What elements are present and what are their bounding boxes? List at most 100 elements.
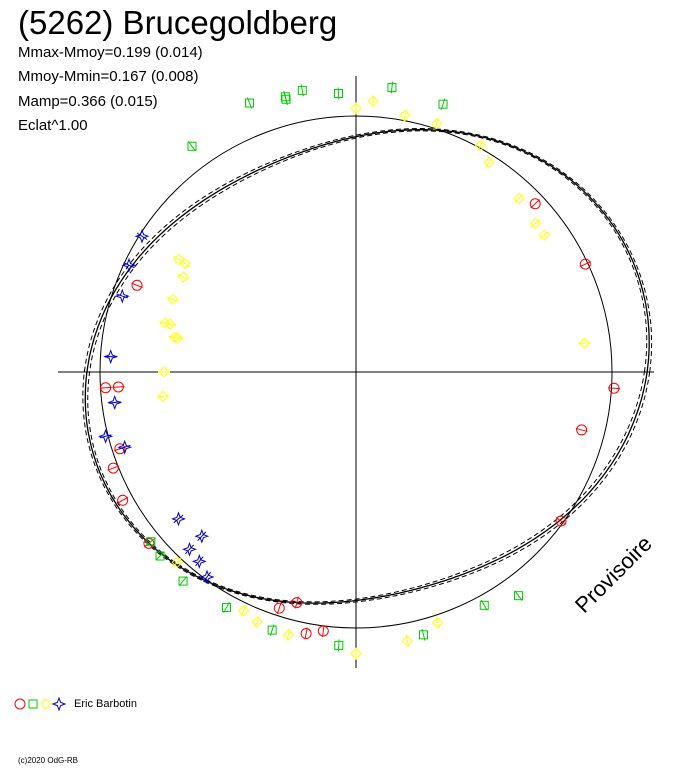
data-point-square-8 xyxy=(514,591,524,601)
error-bar-diamond-13 xyxy=(514,193,524,204)
data-point-diamond-24 xyxy=(350,647,362,660)
data-point-square-5 xyxy=(334,640,344,650)
data-point-diamond-16 xyxy=(430,117,443,130)
data-point-square-16 xyxy=(297,85,307,95)
error-bar-square-12 xyxy=(188,141,196,152)
data-point-circle-15 xyxy=(555,515,567,527)
data-point-diamond-1 xyxy=(179,257,191,270)
data-point-square-12 xyxy=(187,141,197,151)
data-marks xyxy=(98,81,621,660)
error-bar-circle-3 xyxy=(575,427,588,432)
reference-circle xyxy=(99,115,613,629)
error-bar-circle-10 xyxy=(117,496,129,504)
chart-title: (5262) Brucegoldberg xyxy=(18,4,338,41)
error-bar-diamond-19 xyxy=(372,95,374,108)
data-point-circle-3 xyxy=(576,424,588,436)
fitted-curves xyxy=(82,127,653,605)
error-bar-circle-2 xyxy=(530,199,540,209)
data-point-circle-12 xyxy=(317,625,329,637)
error-bar-diamond-14 xyxy=(485,157,493,168)
data-point-square-3 xyxy=(222,603,232,613)
error-bar-star-4 xyxy=(197,531,207,541)
error-bar-circle-14 xyxy=(608,387,621,390)
data-point-diamond-13 xyxy=(513,192,525,205)
fit-curve-main xyxy=(84,129,650,604)
data-point-star-5 xyxy=(98,428,114,444)
error-bar-diamond-11 xyxy=(539,231,550,240)
fit-curve-lower xyxy=(87,130,648,603)
error-bar-circle-0 xyxy=(579,261,591,268)
error-bar-star-3 xyxy=(173,514,184,524)
data-point-square-13 xyxy=(280,92,290,102)
data-point-square-4 xyxy=(267,625,277,635)
data-point-star-1 xyxy=(191,553,207,569)
error-bar-star-11 xyxy=(136,232,148,240)
error-bar-circle-1 xyxy=(276,602,282,615)
data-point-diamond-21 xyxy=(238,604,250,617)
data-point-circle-14 xyxy=(608,382,620,394)
error-bar-star-9 xyxy=(116,293,129,299)
legend-markers xyxy=(14,697,66,711)
data-point-square-11 xyxy=(281,94,291,104)
data-point-square-6 xyxy=(418,630,428,640)
data-point-diamond-2 xyxy=(177,271,189,283)
data-point-square-15 xyxy=(245,98,255,108)
data-point-circle-7 xyxy=(100,382,112,394)
legend-marker-star xyxy=(51,697,66,711)
error-bar-circle-12 xyxy=(322,625,325,638)
data-point-star-0 xyxy=(199,569,215,585)
data-point-diamond-9 xyxy=(169,331,181,344)
stat-max-minus-mean: Mmax-Mmoy=0.199 (0.014) xyxy=(18,44,203,61)
data-point-circle-8 xyxy=(114,443,126,455)
data-point-star-10 xyxy=(121,257,137,273)
data-point-square-0 xyxy=(146,537,156,547)
error-bar-diamond-1 xyxy=(179,259,191,268)
data-point-diamond-18 xyxy=(350,102,362,115)
data-point-circle-9 xyxy=(107,462,119,474)
data-point-diamond-7 xyxy=(157,390,169,403)
data-point-star-11 xyxy=(134,228,150,244)
data-point-circle-0 xyxy=(579,258,591,270)
data-point-diamond-19 xyxy=(367,95,379,107)
data-point-diamond-0 xyxy=(173,253,185,266)
data-point-circle-5 xyxy=(131,279,143,291)
error-bar-circle-15 xyxy=(555,517,567,525)
data-point-diamond-12 xyxy=(529,217,542,230)
data-point-square-9 xyxy=(387,83,397,93)
legend: Eric Barbotin xyxy=(14,697,137,711)
stat-eclat: Eclat^1.00 xyxy=(18,117,88,134)
data-point-diamond-25 xyxy=(401,635,414,647)
error-bar-circle-9 xyxy=(107,465,119,471)
data-point-square-14 xyxy=(333,89,343,99)
data-point-square-10 xyxy=(438,99,448,109)
data-point-circle-1 xyxy=(273,602,285,614)
copyright: (c)2020 OdG-RB xyxy=(18,756,79,765)
data-point-star-2 xyxy=(182,541,197,557)
error-bar-star-1 xyxy=(195,556,204,567)
data-point-diamond-10 xyxy=(578,337,591,349)
legend-marker-circle xyxy=(14,698,26,710)
error-bar-square-0 xyxy=(145,537,156,546)
data-point-star-8 xyxy=(103,349,119,365)
data-point-square-2 xyxy=(178,576,188,586)
error-bar-star-2 xyxy=(185,544,194,555)
data-point-star-9 xyxy=(114,288,130,304)
data-point-diamond-20 xyxy=(171,556,183,569)
data-point-diamond-15 xyxy=(474,139,487,152)
stat-mean-minus-min: Mmoy-Mmin=0.167 (0.008) xyxy=(18,68,199,85)
legend-marker-diamond xyxy=(40,698,52,710)
data-point-circle-6 xyxy=(112,381,124,393)
data-point-diamond-14 xyxy=(483,156,495,169)
data-point-circle-4 xyxy=(291,597,303,609)
data-point-star-4 xyxy=(194,528,210,544)
data-point-diamond-6 xyxy=(158,366,170,378)
error-bar-star-10 xyxy=(123,262,135,269)
error-bar-diamond-12 xyxy=(530,219,541,228)
legend-marker-square xyxy=(28,699,38,709)
error-bar-star-0 xyxy=(203,571,211,583)
data-point-star-7 xyxy=(107,395,123,410)
data-point-circle-10 xyxy=(117,494,129,506)
data-point-diamond-5 xyxy=(164,318,176,330)
data-point-star-6 xyxy=(117,439,133,455)
